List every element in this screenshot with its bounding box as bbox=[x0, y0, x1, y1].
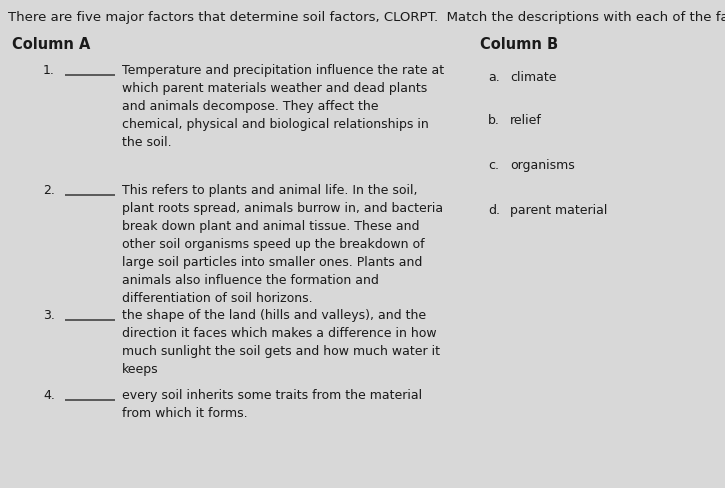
Text: Column B: Column B bbox=[480, 37, 558, 52]
Text: c.: c. bbox=[488, 159, 499, 172]
Text: d.: d. bbox=[488, 203, 500, 217]
Text: Temperature and precipitation influence the rate at
which parent materials weath: Temperature and precipitation influence … bbox=[122, 64, 444, 149]
Text: organisms: organisms bbox=[510, 159, 575, 172]
Text: Column A: Column A bbox=[12, 37, 91, 52]
Text: parent material: parent material bbox=[510, 203, 608, 217]
Text: 3.: 3. bbox=[43, 308, 55, 321]
Text: 1.: 1. bbox=[43, 64, 55, 77]
Text: a.: a. bbox=[488, 71, 500, 84]
Text: the shape of the land (hills and valleys), and the
direction it faces which make: the shape of the land (hills and valleys… bbox=[122, 308, 440, 375]
Text: There are five major factors that determine soil factors, CLORPT.  Match the des: There are five major factors that determ… bbox=[8, 11, 725, 24]
Text: 2.: 2. bbox=[43, 183, 55, 197]
Text: 4.: 4. bbox=[43, 388, 55, 401]
Text: climate: climate bbox=[510, 71, 557, 84]
Text: relief: relief bbox=[510, 114, 542, 127]
Text: This refers to plants and animal life. In the soil,
plant roots spread, animals : This refers to plants and animal life. I… bbox=[122, 183, 443, 305]
Text: b.: b. bbox=[488, 114, 500, 127]
Text: every soil inherits some traits from the material
from which it forms.: every soil inherits some traits from the… bbox=[122, 388, 422, 419]
